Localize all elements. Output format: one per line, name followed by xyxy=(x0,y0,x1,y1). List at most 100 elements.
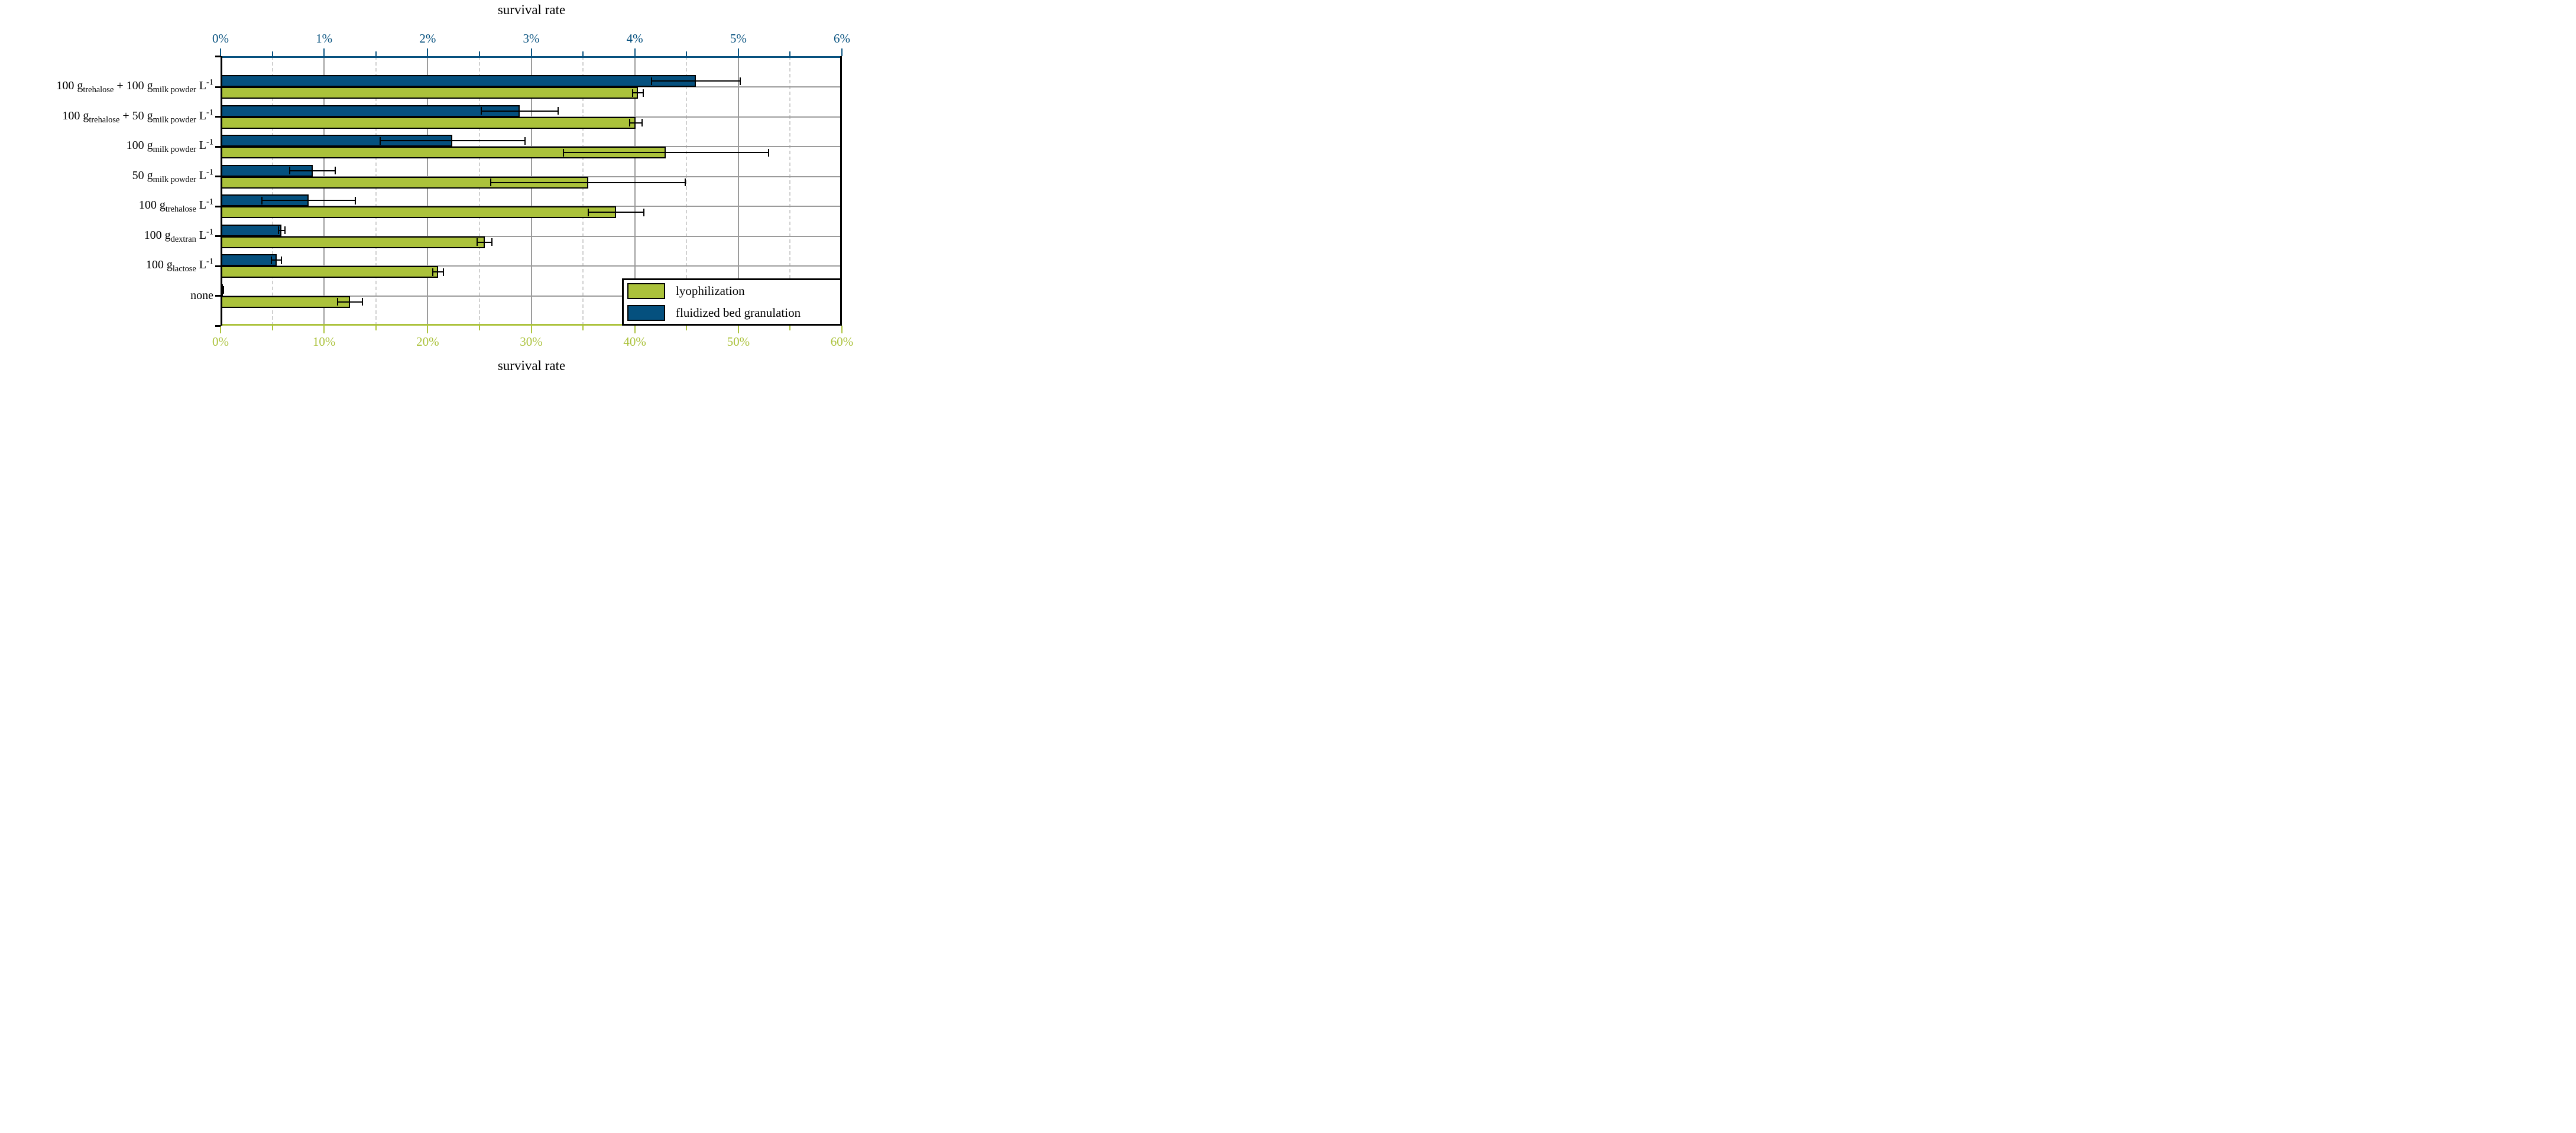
bar-lyophilization xyxy=(221,116,636,129)
left-axis-tick xyxy=(215,55,221,57)
top-axis-tick xyxy=(220,48,221,56)
error-bar xyxy=(481,110,559,112)
major-gridline xyxy=(530,56,532,326)
bar-fluidized-bed-granulation xyxy=(221,224,282,236)
error-bar-cap xyxy=(562,148,564,157)
bottom-axis-tick xyxy=(530,326,532,333)
legend: lyophilization fluidized bed granulation xyxy=(622,278,842,326)
error-bar-cap xyxy=(477,238,478,246)
error-bar-cap xyxy=(281,256,283,264)
minor-gridline xyxy=(789,56,791,326)
error-bar-cap xyxy=(558,107,559,115)
category-label: 50 gmilk powder L-1 xyxy=(132,167,213,184)
error-bar-cap xyxy=(354,196,356,204)
error-bar-cap xyxy=(632,89,634,97)
left-axis-tick xyxy=(215,116,221,118)
top-axis-tick-label: 4% xyxy=(626,31,643,46)
top-axis-tick-label: 6% xyxy=(834,31,850,46)
major-gridline xyxy=(634,56,636,326)
bar-lyophilization xyxy=(221,266,438,278)
top-axis-tick-label: 5% xyxy=(730,31,747,46)
category-gridline xyxy=(221,265,842,267)
bottom-axis-tick-label: 10% xyxy=(312,335,336,349)
bottom-axis-tick-label: 20% xyxy=(416,335,439,349)
bottom-axis-title: survival rate xyxy=(497,358,566,373)
error-bar xyxy=(629,122,642,124)
top-axis-tick xyxy=(582,51,584,56)
category-label: 100 gdextran L-1 xyxy=(144,227,213,245)
error-bar-cap xyxy=(432,268,434,276)
plot-area: lyophilization fluidized bed granulation xyxy=(221,56,842,326)
error-bar xyxy=(380,140,525,142)
top-axis-tick-label: 3% xyxy=(523,31,540,46)
top-axis-tick xyxy=(323,48,325,56)
top-axis-tick-label: 2% xyxy=(419,31,436,46)
bottom-axis-tick xyxy=(686,326,688,330)
bottom-axis-tick xyxy=(427,326,429,333)
error-bar-cap xyxy=(642,89,644,97)
left-spine xyxy=(221,56,222,326)
minor-gridline xyxy=(478,56,480,326)
left-axis-tick xyxy=(215,176,221,178)
left-axis-tick xyxy=(215,324,221,327)
category-gridline xyxy=(221,295,842,297)
bottom-axis-tick xyxy=(478,326,480,330)
bottom-axis-tick xyxy=(220,326,221,333)
minor-gridline xyxy=(582,56,584,326)
bottom-spine xyxy=(221,324,842,326)
legend-swatch xyxy=(627,305,665,321)
legend-swatch xyxy=(627,283,665,299)
minor-gridline xyxy=(271,56,273,326)
top-axis-tick xyxy=(686,51,688,56)
left-axis-tick xyxy=(215,295,221,297)
error-bar-cap xyxy=(643,208,645,216)
error-bar-cap xyxy=(481,107,482,115)
legend-label: fluidized bed granulation xyxy=(676,306,801,320)
major-gridline xyxy=(427,56,429,326)
error-bar-cap xyxy=(261,196,263,204)
bottom-axis-tick-label: 40% xyxy=(623,335,646,349)
category-label: 100 glactose L-1 xyxy=(145,257,213,274)
major-gridline xyxy=(737,56,739,326)
category-label: 100 gtrehalose + 100 gmilk powder L-1 xyxy=(56,77,213,95)
bottom-axis-tick-label: 60% xyxy=(830,335,854,349)
left-axis-tick xyxy=(215,205,221,207)
error-bar-cap xyxy=(650,77,652,85)
bar-fluidized-bed-granulation xyxy=(221,105,520,117)
category-label: none xyxy=(190,289,213,303)
error-bar xyxy=(491,181,686,183)
error-bar-cap xyxy=(336,298,338,306)
bottom-axis-tick-label: 0% xyxy=(212,335,229,349)
error-bar xyxy=(271,259,282,261)
error-bar-cap xyxy=(740,77,741,85)
error-bar xyxy=(588,212,644,213)
bar-lyophilization xyxy=(221,296,350,308)
error-bar-cap xyxy=(284,226,286,235)
error-bar xyxy=(278,229,285,231)
top-spine xyxy=(221,56,842,58)
error-bar xyxy=(337,301,362,303)
error-bar xyxy=(477,241,492,243)
error-bar-cap xyxy=(641,119,643,127)
top-axis-tick xyxy=(737,48,739,56)
bottom-axis-tick-label: 50% xyxy=(727,335,750,349)
bar-fluidized-bed-granulation xyxy=(221,254,277,267)
top-axis-tick xyxy=(634,48,636,56)
category-label: 100 gtrehalose L-1 xyxy=(138,197,213,215)
top-axis-tick xyxy=(427,48,429,56)
top-axis-tick-label: 0% xyxy=(212,31,229,46)
bar-lyophilization xyxy=(221,206,617,219)
bottom-axis-tick-label: 30% xyxy=(520,335,543,349)
bottom-axis-tick xyxy=(323,326,325,333)
left-axis-tick xyxy=(215,235,221,238)
top-axis-tick-label: 1% xyxy=(316,31,333,46)
bottom-axis-tick xyxy=(634,326,636,333)
error-bar xyxy=(563,152,769,154)
bar-lyophilization xyxy=(221,87,638,99)
error-bar xyxy=(651,80,741,82)
major-gridline xyxy=(323,56,325,326)
error-bar-cap xyxy=(685,178,686,187)
top-axis-tick xyxy=(478,51,480,56)
error-bar xyxy=(290,170,336,171)
bottom-axis-tick xyxy=(789,326,791,330)
